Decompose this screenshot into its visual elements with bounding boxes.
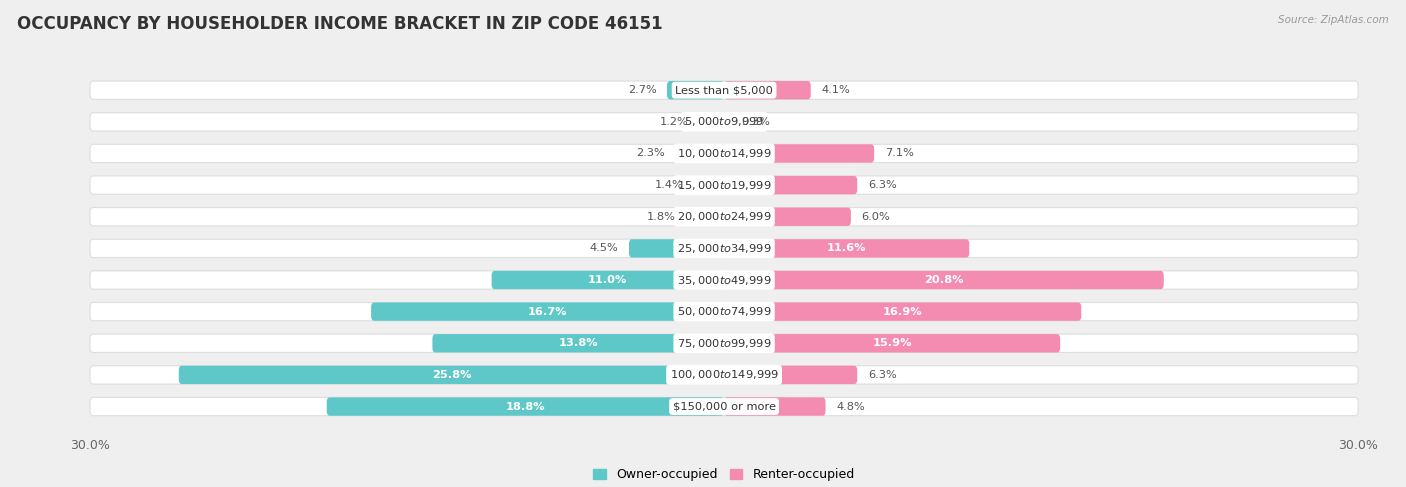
Text: 18.8%: 18.8% [506, 402, 546, 412]
PathPatch shape [666, 81, 724, 99]
PathPatch shape [326, 397, 724, 416]
Text: $75,000 to $99,999: $75,000 to $99,999 [676, 337, 772, 350]
PathPatch shape [724, 144, 875, 163]
PathPatch shape [724, 112, 731, 131]
Legend: Owner-occupied, Renter-occupied: Owner-occupied, Renter-occupied [589, 464, 859, 487]
Text: 4.8%: 4.8% [837, 402, 865, 412]
Text: OCCUPANCY BY HOUSEHOLDER INCOME BRACKET IN ZIP CODE 46151: OCCUPANCY BY HOUSEHOLDER INCOME BRACKET … [17, 15, 662, 33]
Text: 6.3%: 6.3% [868, 180, 897, 190]
PathPatch shape [628, 239, 724, 258]
PathPatch shape [695, 176, 724, 194]
PathPatch shape [90, 302, 1358, 321]
Text: $10,000 to $14,999: $10,000 to $14,999 [676, 147, 772, 160]
Text: 20.8%: 20.8% [924, 275, 963, 285]
Text: $25,000 to $34,999: $25,000 to $34,999 [676, 242, 772, 255]
PathPatch shape [699, 112, 724, 131]
Text: $150,000 or more: $150,000 or more [672, 402, 776, 412]
PathPatch shape [724, 81, 811, 99]
PathPatch shape [724, 207, 851, 226]
PathPatch shape [90, 81, 1358, 99]
PathPatch shape [90, 176, 1358, 194]
PathPatch shape [724, 271, 1164, 289]
PathPatch shape [724, 302, 1081, 321]
PathPatch shape [90, 397, 1358, 416]
Text: $20,000 to $24,999: $20,000 to $24,999 [676, 210, 772, 223]
PathPatch shape [724, 334, 1060, 353]
Text: 2.3%: 2.3% [636, 149, 665, 158]
Text: 16.9%: 16.9% [883, 307, 922, 317]
PathPatch shape [433, 334, 724, 353]
PathPatch shape [90, 239, 1358, 258]
Text: 4.5%: 4.5% [589, 244, 619, 253]
Text: 13.8%: 13.8% [558, 338, 598, 348]
PathPatch shape [90, 334, 1358, 353]
PathPatch shape [90, 207, 1358, 226]
Text: 6.0%: 6.0% [862, 212, 890, 222]
PathPatch shape [724, 176, 858, 194]
Text: 1.4%: 1.4% [655, 180, 683, 190]
PathPatch shape [90, 112, 1358, 131]
PathPatch shape [90, 271, 1358, 289]
Text: 4.1%: 4.1% [821, 85, 851, 95]
Text: 11.0%: 11.0% [588, 275, 627, 285]
Text: 2.7%: 2.7% [627, 85, 657, 95]
Text: 1.2%: 1.2% [659, 117, 688, 127]
Text: $35,000 to $49,999: $35,000 to $49,999 [676, 274, 772, 286]
PathPatch shape [724, 397, 825, 416]
PathPatch shape [724, 366, 858, 384]
Text: $5,000 to $9,999: $5,000 to $9,999 [685, 115, 763, 129]
Text: $15,000 to $19,999: $15,000 to $19,999 [676, 179, 772, 191]
Text: 7.1%: 7.1% [884, 149, 914, 158]
PathPatch shape [371, 302, 724, 321]
Text: 15.9%: 15.9% [872, 338, 912, 348]
Text: $100,000 to $149,999: $100,000 to $149,999 [669, 368, 779, 381]
Text: $50,000 to $74,999: $50,000 to $74,999 [676, 305, 772, 318]
Text: 0.3%: 0.3% [741, 117, 770, 127]
Text: 11.6%: 11.6% [827, 244, 866, 253]
PathPatch shape [724, 239, 969, 258]
PathPatch shape [90, 366, 1358, 384]
PathPatch shape [492, 271, 724, 289]
Text: 6.3%: 6.3% [868, 370, 897, 380]
PathPatch shape [686, 207, 724, 226]
Text: 16.7%: 16.7% [527, 307, 568, 317]
Text: Source: ZipAtlas.com: Source: ZipAtlas.com [1278, 15, 1389, 25]
PathPatch shape [179, 366, 724, 384]
Text: 25.8%: 25.8% [432, 370, 471, 380]
PathPatch shape [675, 144, 724, 163]
PathPatch shape [90, 144, 1358, 163]
Text: 1.8%: 1.8% [647, 212, 675, 222]
Text: Less than $5,000: Less than $5,000 [675, 85, 773, 95]
